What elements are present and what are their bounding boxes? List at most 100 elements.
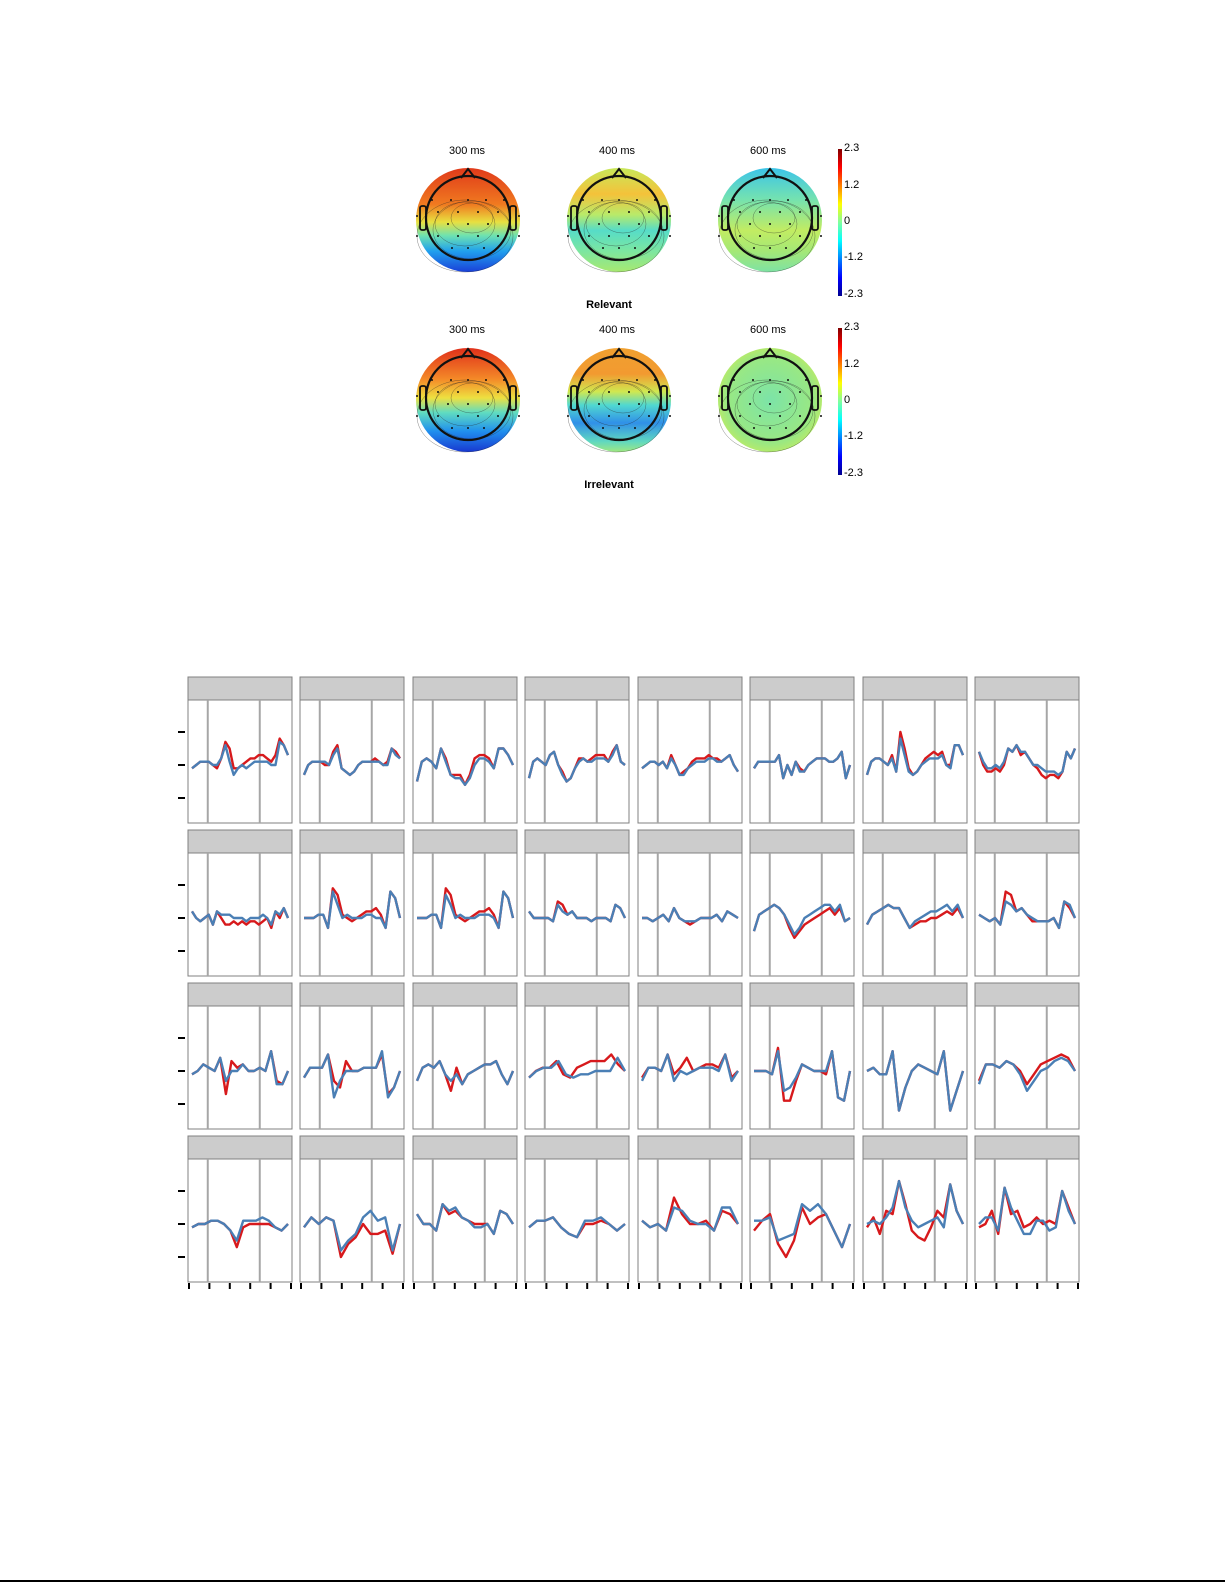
electrode-marker bbox=[820, 235, 822, 237]
ear-icon bbox=[509, 205, 517, 231]
strip-header bbox=[637, 982, 743, 1007]
colorbar-tick: 1.2 bbox=[844, 179, 860, 191]
electrode-marker bbox=[759, 415, 761, 417]
electrode-marker bbox=[467, 427, 469, 429]
electrode-marker bbox=[648, 211, 650, 213]
electrode-marker bbox=[648, 391, 650, 393]
electrode-marker bbox=[447, 223, 449, 225]
electrode-marker bbox=[636, 199, 638, 201]
topo-time-label: 300 ms bbox=[448, 145, 486, 157]
electrode-marker bbox=[759, 211, 761, 213]
erp-line-blue bbox=[642, 906, 739, 923]
erp-panel bbox=[862, 676, 968, 824]
erp-line-blue bbox=[415, 1059, 515, 1086]
electrode-marker bbox=[749, 223, 751, 225]
electrode-marker bbox=[608, 211, 610, 213]
strip-header bbox=[749, 829, 855, 854]
erp-panel bbox=[974, 829, 1080, 977]
electrode-marker bbox=[634, 427, 636, 429]
erp-line-blue bbox=[191, 1216, 289, 1242]
electrode-marker bbox=[779, 211, 781, 213]
electrode-marker bbox=[567, 415, 569, 417]
strip-header bbox=[974, 1135, 1080, 1160]
electrode-marker bbox=[618, 427, 620, 429]
panel-frame bbox=[862, 852, 968, 977]
topo-time-label: 600 ms bbox=[749, 145, 787, 157]
electrode-marker bbox=[497, 415, 499, 417]
strip-header bbox=[412, 1135, 518, 1160]
electrode-marker bbox=[779, 415, 781, 417]
erp-line-blue bbox=[304, 890, 402, 930]
strip-header bbox=[524, 676, 630, 701]
erp-line-blue bbox=[977, 744, 1077, 777]
strip-header bbox=[299, 1135, 405, 1160]
erp-panel bbox=[749, 829, 855, 977]
electrode-marker bbox=[582, 379, 584, 381]
nose-icon bbox=[611, 167, 627, 179]
erp-panel bbox=[187, 829, 293, 977]
electrode-marker bbox=[618, 379, 620, 381]
erp-panel bbox=[299, 676, 405, 824]
electrode-marker bbox=[485, 199, 487, 201]
electrode-marker bbox=[602, 427, 604, 429]
panel-frame bbox=[862, 699, 968, 824]
electrode-marker bbox=[799, 415, 801, 417]
electrode-marker bbox=[598, 403, 600, 405]
colorbar-tick: -2.3 bbox=[844, 467, 863, 479]
nose-icon bbox=[611, 347, 627, 359]
electrode-marker bbox=[820, 415, 822, 417]
electrode-marker bbox=[820, 215, 822, 217]
erp-line-blue bbox=[190, 906, 290, 926]
erp-panel bbox=[637, 1135, 743, 1289]
electrode-marker bbox=[739, 391, 741, 393]
electrode-marker bbox=[669, 215, 671, 217]
electrode-marker bbox=[467, 379, 469, 381]
strip-header bbox=[187, 1135, 293, 1160]
electrode-marker bbox=[787, 199, 789, 201]
ear-icon bbox=[721, 205, 729, 231]
electrode-marker bbox=[759, 235, 761, 237]
electrode-marker bbox=[618, 199, 620, 201]
electrode-marker bbox=[567, 395, 569, 397]
panel-frame bbox=[974, 1005, 1080, 1130]
erp-line-blue bbox=[752, 903, 851, 936]
scalp-topomap bbox=[567, 167, 671, 273]
colorbar-tick: 2.3 bbox=[844, 321, 860, 333]
electrode-marker bbox=[628, 211, 630, 213]
nose-icon bbox=[460, 167, 476, 179]
erp-panel bbox=[749, 1135, 855, 1289]
electrode-marker bbox=[416, 395, 418, 397]
ear-icon bbox=[721, 385, 729, 411]
electrode-marker bbox=[785, 247, 787, 249]
electrode-marker bbox=[799, 235, 801, 237]
ear-icon bbox=[811, 385, 819, 411]
electrode-marker bbox=[467, 223, 469, 225]
colorbar-tick: -1.2 bbox=[844, 430, 863, 442]
electrode-marker bbox=[634, 247, 636, 249]
electrode-marker bbox=[487, 223, 489, 225]
electrode-marker bbox=[628, 391, 630, 393]
electrode-marker bbox=[483, 247, 485, 249]
erp-grid bbox=[178, 676, 1080, 1289]
erp-line-blue bbox=[977, 1056, 1076, 1092]
electrode-marker bbox=[450, 199, 452, 201]
electrode-marker bbox=[820, 395, 822, 397]
erp-line-blue bbox=[417, 890, 515, 930]
electrode-marker bbox=[447, 403, 449, 405]
panel-frame bbox=[187, 1158, 293, 1283]
erp-panel bbox=[187, 1135, 293, 1289]
erp-line-blue bbox=[640, 1053, 740, 1083]
electrode-marker bbox=[518, 415, 520, 417]
erp-panel bbox=[524, 676, 630, 824]
erp-panel bbox=[299, 982, 405, 1130]
electrode-marker bbox=[608, 415, 610, 417]
strip-header bbox=[637, 1135, 743, 1160]
electrode-marker bbox=[718, 415, 720, 417]
erp-panel bbox=[637, 829, 743, 977]
electrode-marker bbox=[598, 223, 600, 225]
electrode-marker bbox=[789, 403, 791, 405]
electrode-marker bbox=[648, 415, 650, 417]
topo-time-label: 300 ms bbox=[448, 324, 486, 336]
strip-header bbox=[862, 1135, 968, 1160]
strip-header bbox=[862, 829, 968, 854]
